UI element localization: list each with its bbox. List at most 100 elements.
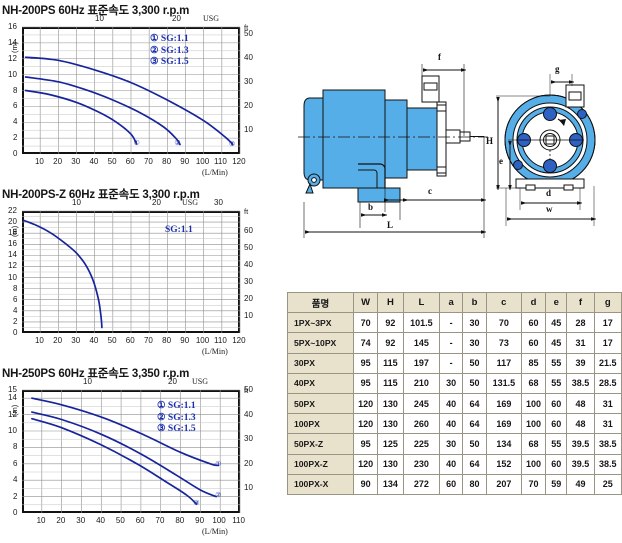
legend-marker: ③ [150, 57, 159, 67]
table-cell: 31 [593, 392, 622, 415]
table-row: 30PX 95 115 197-50 117 85 55 39 21.5 [287, 352, 622, 374]
table-header-cell: L [402, 291, 441, 314]
legend-marker: ③ [157, 424, 166, 434]
y-axis-tick: 0 [13, 508, 18, 517]
dim-label-e: e [499, 156, 503, 166]
table-cell: 130 [377, 413, 404, 435]
x-axis-tick: 120 [232, 157, 246, 166]
y2-axis-tick: 40 [244, 53, 253, 63]
y2-axis-tick: 20 [244, 294, 253, 304]
table-row-name: 100PX-X [287, 473, 354, 495]
table-cell: 95 [352, 433, 379, 455]
table-cell: 125 [377, 433, 404, 455]
table-cell: 95 [352, 372, 379, 394]
table-header-cell: a [439, 291, 464, 314]
x-axis-tick: 90 [180, 157, 190, 166]
y2-axis-tick: 60 [244, 226, 253, 236]
y2-axis-tick: 50 [244, 385, 253, 394]
legend-label: SG:1.3 [158, 45, 189, 56]
table-cell: - [439, 332, 464, 354]
y2-axis-tick: 20 [244, 101, 253, 111]
table-cell: 40 [439, 453, 464, 475]
x-axis-tick: 80 [162, 157, 172, 166]
y-axis-tick: 4 [13, 475, 18, 485]
table-cell: 145 [402, 332, 441, 354]
legend-marker: ② [150, 45, 159, 56]
table-row: 1PX~3PX 70 92 101.5-30 70 60 45 28 17 [287, 312, 622, 334]
x-axis-tick: 90 [195, 516, 205, 525]
x-top-axis-tick: 10 [72, 198, 81, 207]
table-cell: 120 [352, 453, 379, 475]
table-cell: 73 [485, 332, 522, 354]
y-axis-tick: 10 [8, 426, 17, 435]
curve-end-marker: ① [133, 139, 140, 148]
table-cell: 60 [545, 413, 568, 435]
y-axis-tick: 6 [13, 458, 18, 468]
x-axis-tick: 120 [232, 336, 246, 345]
table-cell: 64 [462, 413, 487, 435]
legend-item: ③ SG:1.5 [157, 423, 196, 434]
table-header-cell: g [593, 291, 622, 314]
legend-item: SG:1.1 [165, 225, 193, 235]
y-axis-tick: 12 [8, 409, 17, 419]
table-row: 100PX-Z 120 130 230 40 64 152 100 60 39.5 38.5 [287, 453, 622, 475]
table-cell: 130 [377, 392, 404, 415]
table-cell: 60 [545, 453, 568, 475]
y-axis-tick: 14 [8, 37, 17, 47]
table-cell: 95 [352, 352, 379, 374]
technical-drawings: f b L c g H e d w [288, 52, 618, 252]
legend-item: ③ SG:1.5 [150, 56, 189, 67]
table-cell: 134 [377, 473, 404, 495]
table-cell: 45 [545, 312, 568, 334]
y2-axis-unit: ft [244, 386, 249, 395]
curve-end-marker: ③ [193, 498, 200, 507]
table-cell: 21.5 [593, 352, 622, 374]
y-axis-unit: (m) [10, 404, 19, 416]
x-axis-tick: 50 [107, 157, 117, 166]
dim-label-w: w [546, 204, 553, 214]
y-axis-tick: 0 [13, 328, 18, 337]
y2-axis-unit: ft [244, 23, 249, 32]
y-axis-unit: (m) [10, 41, 19, 53]
table-header-cell: e [545, 291, 568, 314]
table-cell: 38.5 [566, 372, 595, 394]
chart-title: NH-200PS 60Hz 표준속도 3,300 r.p.m [2, 5, 190, 17]
grid-and-curves [22, 389, 241, 513]
y-axis-tick: 6 [13, 294, 18, 304]
y2-axis-unit: ft [244, 207, 249, 216]
table-row: 100PX-X 90 134 272 60 80 207 70 59 49 25 [287, 473, 622, 495]
table-cell: 17 [593, 332, 622, 354]
table-cell: 245 [402, 392, 441, 415]
y-axis-tick: 20 [8, 217, 17, 227]
table-cell: 39 [566, 352, 595, 374]
y-axis-tick: 12 [8, 261, 17, 271]
legend-label: SG:1.3 [165, 412, 196, 423]
table-cell: 85 [520, 352, 547, 374]
y-axis-unit: (m) [10, 225, 19, 237]
y2-axis-tick: 10 [244, 311, 253, 321]
x-axis-unit: (L/Min) [202, 347, 228, 356]
table-cell: 68 [520, 372, 547, 394]
x-axis-tick: 60 [125, 157, 135, 166]
chart-title: NH-200PS-Z 60Hz 표준속도 3,300 r.p.m [2, 189, 200, 201]
dim-label-H: H [486, 136, 494, 146]
y-axis-tick: 2 [13, 491, 18, 501]
y2-axis-tick: 20 [244, 458, 253, 468]
x-axis-tick: 70 [143, 336, 153, 345]
y2-axis-tick: 50 [244, 243, 253, 253]
y-axis-tick: 10 [8, 69, 17, 79]
x-axis-tick: 10 [34, 157, 44, 166]
table-cell: 100 [520, 453, 547, 475]
table-cell: 60 [520, 312, 547, 334]
side-view [298, 64, 488, 238]
curve-end-marker: ① [215, 459, 222, 468]
x-axis-unit: (L/Min) [202, 168, 228, 177]
table-cell: 39.5 [566, 453, 595, 475]
table-row: 40PX 95 115 210 30 50 131.5 68 55 38.5 28.5 [287, 372, 622, 394]
y-axis-tick: 15 [8, 385, 17, 394]
table-cell: 90 [352, 473, 379, 495]
x-axis-tick: 50 [115, 516, 125, 525]
x-top-axis-tick: 20 [172, 14, 181, 23]
table-cell: 169 [485, 413, 522, 435]
table-cell: 60 [520, 332, 547, 354]
